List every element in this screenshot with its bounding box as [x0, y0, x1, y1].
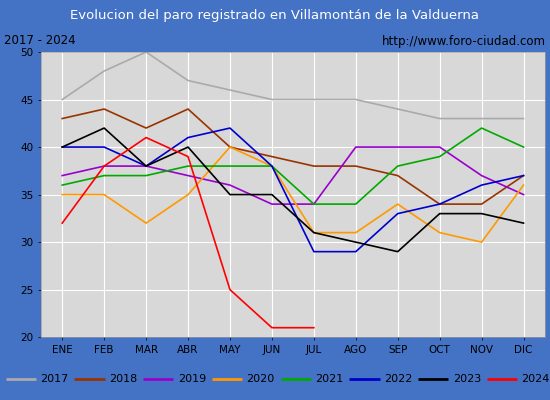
Text: 2017: 2017 — [40, 374, 68, 384]
Text: 2022: 2022 — [384, 374, 412, 384]
Text: 2024: 2024 — [521, 374, 550, 384]
Text: http://www.foro-ciudad.com: http://www.foro-ciudad.com — [382, 34, 546, 48]
Text: 2018: 2018 — [109, 374, 137, 384]
Text: Evolucion del paro registrado en Villamontán de la Valduerna: Evolucion del paro registrado en Villamo… — [70, 8, 480, 22]
Text: 2017 - 2024: 2017 - 2024 — [4, 34, 76, 48]
Text: 2023: 2023 — [453, 374, 481, 384]
Text: 2021: 2021 — [315, 374, 343, 384]
Text: 2020: 2020 — [246, 374, 274, 384]
Text: 2019: 2019 — [178, 374, 206, 384]
